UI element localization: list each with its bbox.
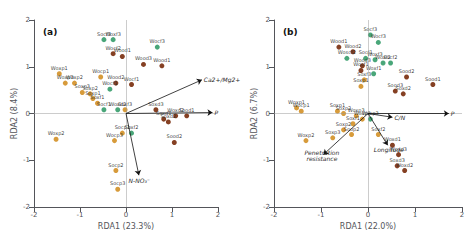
svg-text:resistance: resistance <box>306 155 337 162</box>
svg-text:-1: -1 <box>318 211 325 219</box>
svg-text:Sood2: Sood2 <box>399 68 415 74</box>
svg-text:Socf3: Socf3 <box>363 26 377 32</box>
svg-text:RDA2 (6.7%): RDA2 (6.7%) <box>250 88 259 139</box>
svg-text:Woscf2: Woscf2 <box>338 49 356 55</box>
svg-text:-2: -2 <box>31 211 38 219</box>
svg-text:Woxf3: Woxf3 <box>105 31 120 37</box>
svg-text:Socp2: Socp2 <box>108 162 123 169</box>
svg-text:2: 2 <box>266 16 270 24</box>
svg-text:P: P <box>214 109 218 116</box>
svg-text:Wocf3: Wocf3 <box>150 38 165 44</box>
svg-text:Wood1: Wood1 <box>114 47 131 53</box>
svg-text:2: 2 <box>460 211 464 219</box>
svg-text:Soxd3: Soxd3 <box>148 101 163 107</box>
svg-text:Soxf3: Soxf3 <box>118 101 132 107</box>
svg-text:0: 0 <box>124 211 128 219</box>
svg-text:1: 1 <box>413 211 417 219</box>
svg-text:-2: -2 <box>263 203 270 211</box>
svg-text:Woxp2: Woxp2 <box>298 132 315 139</box>
svg-text:1: 1 <box>26 63 30 71</box>
svg-text:Sood1: Sood1 <box>425 76 441 82</box>
svg-text:Woxd2: Woxd2 <box>396 162 413 168</box>
svg-text:C/N: C/N <box>394 114 405 121</box>
svg-text:N-NO₃⁻: N-NO₃⁻ <box>129 177 150 184</box>
svg-text:2: 2 <box>26 16 30 24</box>
svg-text:Soxf3: Soxf3 <box>357 71 371 77</box>
svg-text:-1: -1 <box>263 156 270 164</box>
svg-text:Sood2: Sood2 <box>166 133 182 139</box>
svg-text:Socp1: Socp1 <box>115 124 130 131</box>
svg-text:P: P <box>451 110 455 117</box>
svg-text:Wocp3: Wocp3 <box>106 132 123 139</box>
svg-text:0: 0 <box>266 110 270 118</box>
svg-text:1: 1 <box>170 211 174 219</box>
svg-text:Ca2+/Mg2+: Ca2+/Mg2+ <box>204 76 241 84</box>
svg-text:Soxf1: Soxf1 <box>90 94 104 100</box>
svg-text:-1: -1 <box>23 156 30 164</box>
svg-text:RDA1 (22.0%): RDA1 (22.0%) <box>340 222 396 231</box>
svg-text:Longitude: Longitude <box>374 146 404 154</box>
svg-text:Wood3: Wood3 <box>135 55 152 61</box>
svg-text:RDA2 (8.4%): RDA2 (8.4%) <box>10 88 19 139</box>
svg-text:Soxd2: Soxd2 <box>396 85 411 91</box>
svg-text:Woxp1: Woxp1 <box>51 65 68 72</box>
svg-text:Soxd2: Soxd2 <box>161 113 176 119</box>
svg-text:Wocf1: Wocf1 <box>124 76 139 82</box>
svg-text:Wocf3: Wocf3 <box>371 33 386 39</box>
svg-text:Woxp2: Woxp2 <box>66 74 83 81</box>
svg-text:Wood2: Wood2 <box>344 43 361 49</box>
svg-text:0: 0 <box>26 110 30 118</box>
svg-text:Sood1: Sood1 <box>179 107 195 113</box>
svg-text:2: 2 <box>216 211 220 219</box>
svg-text:(a): (a) <box>43 27 57 37</box>
svg-text:Woxp2: Woxp2 <box>48 130 65 137</box>
svg-text:Socp3: Socp3 <box>110 180 125 187</box>
svg-text:Soxp1: Soxp1 <box>353 77 368 84</box>
svg-text:Socf2: Socf2 <box>384 54 398 60</box>
svg-text:1: 1 <box>266 63 270 71</box>
svg-text:-2: -2 <box>271 211 278 219</box>
svg-text:-2: -2 <box>23 203 30 211</box>
svg-text:-1: -1 <box>77 211 84 219</box>
svg-text:Wocf1: Wocf1 <box>102 80 117 86</box>
svg-text:Wood1: Wood1 <box>153 57 170 63</box>
svg-text:RDA1 (23.3%): RDA1 (23.3%) <box>98 222 154 231</box>
svg-text:0: 0 <box>366 211 370 219</box>
svg-text:Soxp3: Soxp3 <box>325 129 340 136</box>
svg-text:(b): (b) <box>283 27 298 37</box>
svg-text:Wocp1: Wocp1 <box>293 102 310 109</box>
